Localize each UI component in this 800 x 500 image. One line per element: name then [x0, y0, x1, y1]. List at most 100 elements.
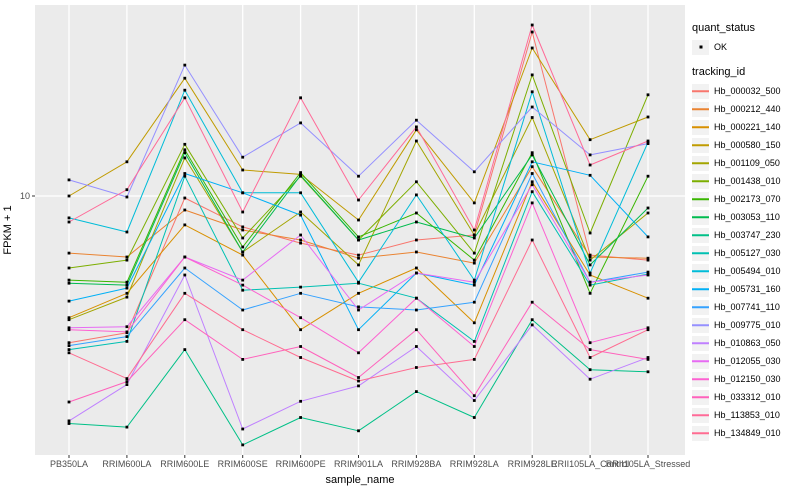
- data-point: [67, 400, 71, 404]
- legend-key-swatch: [692, 119, 709, 135]
- legend-key-swatch: [692, 407, 709, 423]
- data-point: [67, 351, 71, 355]
- data-point: [125, 283, 129, 287]
- data-point: [299, 316, 302, 320]
- data-point: [67, 419, 71, 423]
- x-tick-label-RRIM600LA: RRIM600LA: [102, 459, 152, 469]
- data-point: [530, 90, 534, 94]
- data-point: [415, 266, 418, 270]
- legend-label: Hb_012150_030: [714, 374, 781, 384]
- data-point: [646, 211, 650, 215]
- data-point: [472, 170, 476, 174]
- legend-key-swatch: [692, 137, 709, 153]
- data-point: [646, 206, 650, 210]
- legend-key-swatch: [692, 191, 709, 207]
- data-point: [646, 273, 650, 277]
- data-point: [241, 228, 245, 232]
- legend-item-Hb_000580_150: Hb_000580_150: [692, 136, 798, 154]
- data-point: [183, 318, 187, 322]
- data-point: [183, 88, 187, 92]
- data-point: [646, 115, 650, 119]
- data-point: [646, 296, 650, 300]
- data-point: [530, 165, 534, 169]
- legend-key-swatch: [692, 389, 709, 405]
- data-point: [183, 172, 187, 175]
- data-point: [415, 139, 418, 143]
- data-point: [530, 73, 534, 77]
- data-point: [67, 422, 71, 425]
- legend-label: Hb_009775_010: [714, 320, 781, 330]
- data-point: [183, 196, 187, 200]
- data-point: [357, 218, 360, 222]
- data-point: [415, 211, 418, 215]
- data-point: [588, 341, 592, 345]
- data-point: [299, 213, 302, 217]
- data-point: [472, 261, 476, 265]
- data-point: [646, 258, 650, 262]
- data-point: [241, 283, 245, 287]
- legend-item-Hb_005494_010: Hb_005494_010: [692, 262, 798, 280]
- legend-item-ok: OK: [692, 38, 798, 56]
- data-point: [299, 285, 302, 289]
- legend-line-icon: [692, 342, 709, 344]
- data-point: [415, 118, 418, 122]
- x-tick-label-RRIM600PE: RRIM600PE: [275, 459, 326, 469]
- x-tick-label-RRIM928LE: RRIM928LE: [507, 459, 557, 469]
- legend-line-icon: [692, 216, 709, 218]
- legend-line-icon: [692, 162, 709, 164]
- data-point: [415, 250, 418, 254]
- legend-item-Hb_001438_010: Hb_001438_010: [692, 172, 798, 190]
- legend-item-Hb_033312_010: Hb_033312_010: [692, 388, 798, 406]
- data-point: [472, 399, 476, 402]
- data-point: [472, 228, 476, 232]
- data-point: [299, 191, 302, 195]
- data-point: [415, 296, 418, 300]
- x-tick-label-RRIM901LA: RRIM901LA: [333, 459, 384, 469]
- data-point: [183, 148, 187, 152]
- legend-line-icon: [692, 360, 709, 362]
- data-point: [299, 238, 302, 242]
- data-point: [299, 399, 302, 403]
- x-tick-label-PB350LA: PB350LA: [49, 459, 89, 469]
- data-point: [588, 163, 592, 167]
- data-point: [588, 263, 592, 267]
- data-point: [472, 280, 476, 284]
- data-point: [241, 443, 245, 447]
- legend-item-Hb_001109_050: Hb_001109_050: [692, 154, 798, 172]
- data-point: [299, 173, 302, 177]
- data-point: [125, 188, 129, 192]
- data-point: [472, 394, 476, 398]
- data-point: [588, 258, 592, 262]
- data-point: [125, 295, 129, 299]
- y-axis-title: FPKM + 1: [2, 205, 14, 255]
- data-point: [299, 291, 302, 295]
- data-point: [357, 291, 360, 295]
- data-point: [67, 328, 71, 332]
- data-point: [588, 231, 592, 235]
- data-point: [125, 340, 129, 343]
- legend-key-swatch: [692, 155, 709, 171]
- data-point: [530, 323, 534, 327]
- legend-label: Hb_012055_030: [714, 356, 781, 366]
- legend-title-tracking-id: tracking_id: [692, 66, 746, 78]
- data-point: [646, 328, 650, 332]
- data-point: [241, 168, 245, 172]
- data-point: [646, 174, 650, 178]
- legend-key-swatch: [692, 425, 709, 441]
- data-point: [125, 377, 129, 380]
- data-point: [415, 238, 418, 242]
- data-point: [183, 291, 187, 295]
- data-point: [357, 256, 360, 260]
- x-axis-title: sample_name: [325, 474, 395, 486]
- data-point: [125, 425, 129, 429]
- data-point: [415, 308, 418, 312]
- legend-line-icon: [692, 396, 709, 398]
- legend-item-Hb_010863_050: Hb_010863_050: [692, 334, 798, 352]
- legend-key-swatch: [692, 281, 709, 297]
- legend-label: Hb_001438_010: [714, 176, 781, 186]
- data-point: [125, 291, 129, 295]
- data-point: [357, 305, 360, 309]
- data-point: [183, 348, 187, 351]
- legend-item-Hb_009775_010: Hb_009775_010: [692, 316, 798, 334]
- data-point: [241, 358, 245, 361]
